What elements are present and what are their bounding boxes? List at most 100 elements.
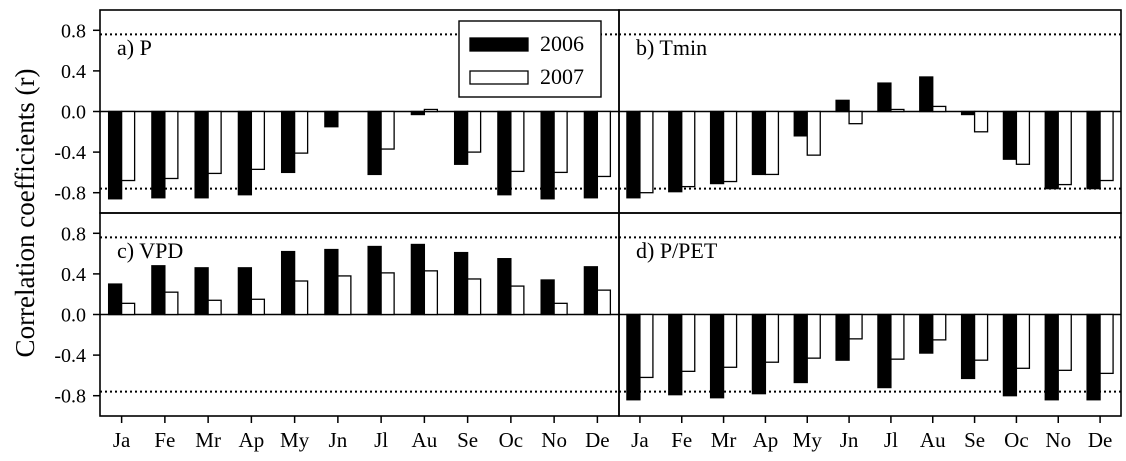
- x-tick-label: Au: [920, 428, 946, 452]
- bar-2006-Oc: [497, 258, 512, 316]
- bar-2007-Ap: [764, 110, 780, 176]
- y-tick-label: -0.8: [54, 386, 86, 408]
- bar-2006-De: [583, 110, 599, 199]
- x-tick-label: Jn: [840, 428, 859, 452]
- bar-2006-Au: [919, 313, 934, 354]
- bar-2007-Ja: [639, 313, 654, 379]
- panel-title: b) Tmin: [636, 35, 707, 60]
- x-tick-label: Ap: [239, 428, 265, 452]
- y-tick-label: -0.4: [54, 142, 86, 164]
- panel-4: d) P/PET Ja Fe Mr Ap My Jn Jl Au Se Oc No De: [618, 212, 1122, 452]
- bar-2006-Fe: [151, 265, 166, 316]
- bar-2006-De: [1086, 313, 1101, 401]
- legend-swatch-2007: [469, 70, 529, 85]
- bar-2006-Ja: [107, 283, 123, 316]
- x-tick-label: No: [541, 428, 567, 452]
- y-tick-label: 0.4: [61, 61, 86, 83]
- bar-2007-Jn: [848, 110, 863, 125]
- bar-2006-Ap: [237, 110, 253, 196]
- bar-2007-Oc: [510, 110, 525, 173]
- y-axis-label: Correlation coefficients (r): [10, 69, 40, 358]
- x-tick-label: Jl: [884, 428, 898, 452]
- bar-2006-No: [540, 279, 555, 316]
- bar-2006-Ap: [751, 313, 767, 395]
- x-tick-label: Fe: [671, 428, 692, 452]
- bar-2006-Fe: [668, 313, 683, 396]
- bar-2007-Jn: [337, 275, 352, 316]
- bar-2007-No: [553, 110, 568, 174]
- bar-2006-Au: [410, 110, 426, 116]
- x-tick-label: Mr: [195, 428, 221, 452]
- bar-2007-Jl: [380, 272, 395, 316]
- panel-3: c) VPD -0.8 -0.4 0.0 0.4 0.8 Ja Fe Mr Ap My Jn Jl Au S…: [54, 212, 620, 452]
- bar-2007-Oc: [1015, 110, 1031, 165]
- bar-2007-Au: [932, 313, 947, 341]
- bar-2007-Au: [423, 270, 439, 316]
- legend-swatch-2006: [469, 37, 529, 52]
- x-tick-label: Jn: [329, 428, 348, 452]
- bar-2007-Mr: [722, 110, 738, 183]
- bar-2006-Se: [960, 110, 976, 116]
- y-tick-label: 0.8: [61, 223, 86, 245]
- bar-2006-Oc: [1002, 313, 1018, 397]
- bar-2006-No: [540, 110, 555, 200]
- bar-2006-Fe: [668, 110, 683, 193]
- bar-2006-Se: [453, 251, 469, 316]
- bar-2006-My: [280, 110, 296, 174]
- bar-2007-De: [1099, 110, 1114, 182]
- x-tick-label: Au: [412, 428, 438, 452]
- legend: 2006 2007: [458, 20, 602, 98]
- bar-2007-Fe: [681, 313, 696, 372]
- bar-2007-Ap: [250, 110, 266, 171]
- bar-2007-Ja: [639, 110, 654, 194]
- bar-2007-Jn: [848, 313, 863, 340]
- bar-2007-Fe: [164, 110, 179, 180]
- bar-2007-Mr: [207, 299, 222, 316]
- bar-2007-My: [806, 313, 821, 359]
- legend-label-2007: 2007: [540, 64, 584, 89]
- bar-2007-Jl: [890, 108, 905, 113]
- bar-2006-Au: [919, 76, 934, 113]
- panel-title: a) P: [117, 35, 152, 60]
- bar-2007-Jl: [890, 313, 905, 360]
- bar-2007-Ap: [764, 313, 780, 363]
- bar-2006-Ap: [751, 110, 767, 176]
- y-tick-label: -0.8: [54, 183, 86, 205]
- bar-2006-Mr: [709, 110, 725, 185]
- x-tick-label: My: [793, 428, 823, 452]
- bar-2006-Mr: [194, 110, 209, 199]
- bar-2007-Ja: [120, 110, 136, 182]
- x-tick-label: Oc: [1004, 428, 1029, 452]
- bar-2007-Se: [973, 110, 989, 133]
- y-tick-label: 0.4: [61, 264, 86, 286]
- bar-2006-Mr: [194, 267, 209, 316]
- bar-2006-Jn: [324, 110, 339, 128]
- bar-2006-Jn: [324, 248, 339, 316]
- x-tick-label: Ja: [631, 428, 649, 452]
- bar-2006-Ja: [626, 313, 641, 401]
- bar-2006-No: [1044, 110, 1059, 190]
- bar-2007-No: [1057, 110, 1072, 186]
- bar-2007-Se: [466, 278, 482, 316]
- bar-2006-Jn: [835, 313, 850, 361]
- legend-label-2006: 2006: [540, 31, 584, 56]
- panel-2: b) Tmin: [618, 9, 1122, 214]
- panel-title: d) P/PET: [636, 238, 718, 263]
- bar-2007-Mr: [207, 110, 222, 175]
- bar-2007-Ja: [120, 302, 136, 316]
- bar-2006-No: [1044, 313, 1059, 401]
- bar-2006-My: [793, 110, 808, 137]
- x-tick-label: Jl: [374, 428, 388, 452]
- y-tick-label: 0.0: [61, 305, 86, 327]
- panel-1: a) P -0.8 -0.4 0.0 0.4 0.8: [54, 9, 620, 214]
- x-tick-label: De: [585, 428, 610, 452]
- bar-2006-Mr: [709, 313, 725, 399]
- bar-2007-Fe: [681, 110, 696, 188]
- bar-2006-Fe: [151, 110, 166, 199]
- bar-2007-De: [596, 289, 612, 316]
- bar-2007-Au: [423, 108, 439, 113]
- bar-2007-Jl: [380, 110, 395, 150]
- x-tick-label: My: [280, 428, 310, 452]
- y-tick-label: 0.0: [61, 102, 86, 124]
